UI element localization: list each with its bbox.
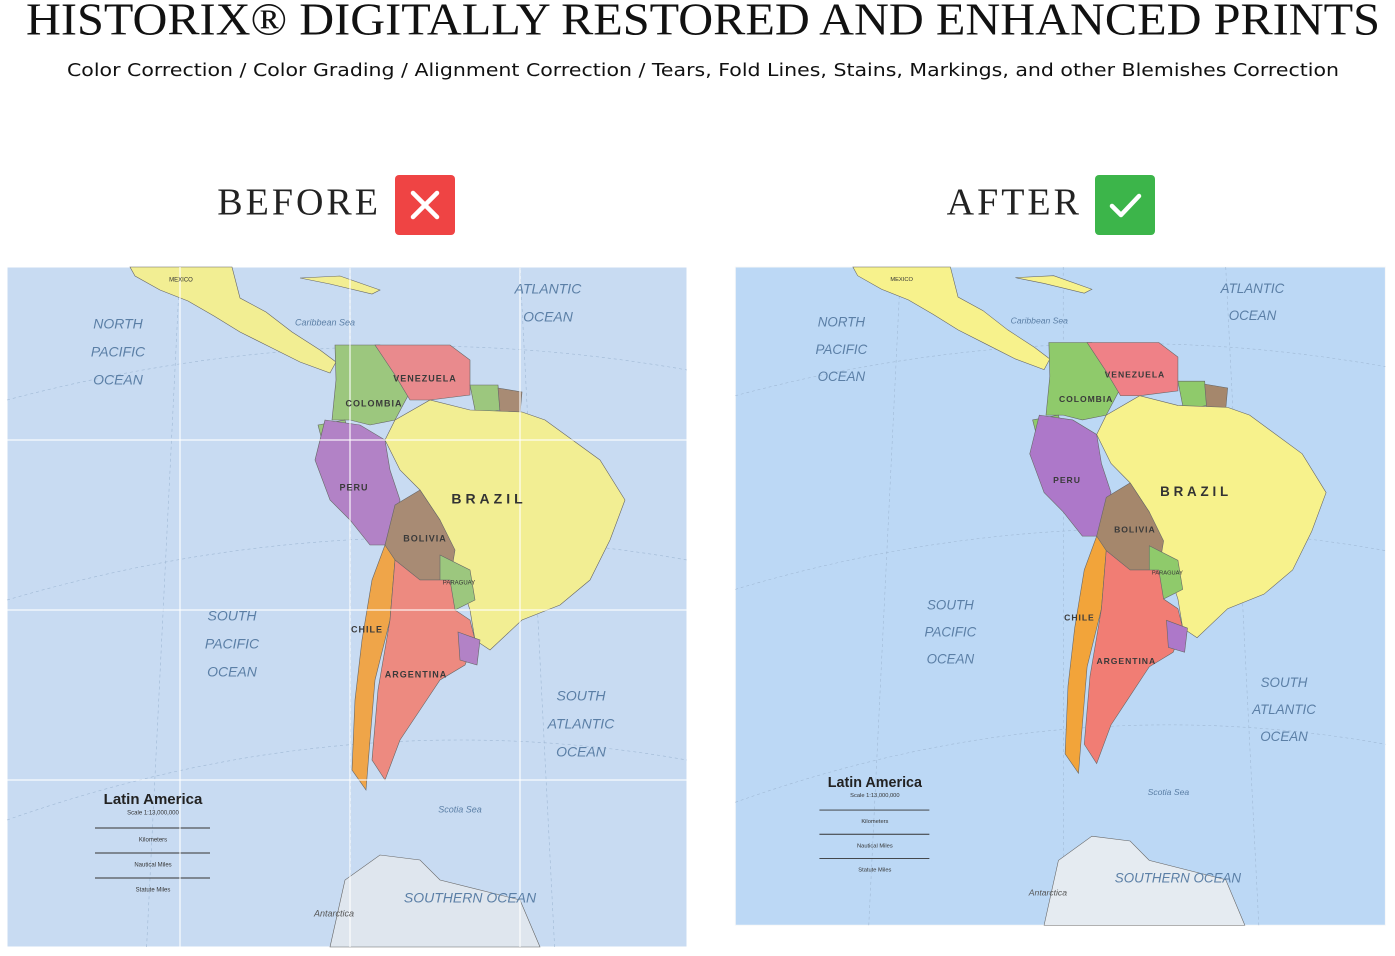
before-label: BEFORE	[217, 182, 381, 224]
country-suriname	[1204, 383, 1228, 410]
map-label: OCEAN	[523, 309, 574, 325]
map-label: ATLANTIC	[547, 716, 616, 732]
map-label: ATLANTIC	[1220, 281, 1285, 296]
after-badge	[1095, 175, 1155, 235]
country-argentina	[1083, 550, 1184, 765]
map-label: COLOMBIA	[346, 398, 403, 408]
map-label: OCEAN	[927, 652, 975, 667]
map-label: PACIFIC	[91, 344, 146, 360]
map-label: Caribbean Sea	[1011, 315, 1068, 325]
map-label: VENEZUELA	[393, 373, 457, 383]
map-background	[6, 266, 688, 948]
map-label: Scale 1:13,000,000	[850, 793, 899, 799]
before-badge	[395, 175, 455, 235]
map-label: SOUTHERN OCEAN	[1115, 870, 1242, 885]
country-suriname	[497, 387, 523, 415]
map-label: SOUTH	[208, 608, 258, 624]
map-label: MEXICO	[890, 277, 913, 283]
map-label: PACIFIC	[816, 342, 868, 357]
map-label: MEXICO	[169, 278, 193, 284]
map-label: Statute Miles	[136, 888, 171, 894]
map-label: PERU	[339, 482, 368, 492]
map-label: NORTH	[818, 315, 866, 330]
map-label: CHILE	[351, 624, 383, 634]
map-label: OCEAN	[1229, 308, 1277, 323]
country-argentina	[371, 559, 476, 781]
map-label: Nautical Miles	[857, 843, 893, 849]
country-mexico	[129, 266, 337, 374]
map-label: Scotia Sea	[1148, 787, 1190, 797]
country-uruguay	[457, 631, 481, 666]
map-label: Scotia Sea	[438, 804, 482, 814]
country-mexico	[852, 266, 1051, 370]
map-label: ARGENTINA	[1096, 656, 1156, 666]
map-label: PARAGUAY	[443, 581, 475, 587]
map-label: CHILE	[1064, 613, 1095, 623]
map-label: BOLIVIA	[403, 533, 447, 543]
title: HISTORIX® DIGITALLY RESTORED AND ENHANCE…	[26, 0, 1380, 45]
map-label: PERU	[1053, 475, 1081, 485]
map-label: Kilometers	[861, 819, 888, 825]
map-label: OCEAN	[556, 744, 607, 760]
map-label: PACIFIC	[925, 624, 977, 639]
map-label: Caribbean Sea	[295, 317, 355, 327]
map-label: COLOMBIA	[1059, 394, 1113, 404]
map-label: SOUTH	[1261, 675, 1308, 690]
country-uruguay	[1166, 619, 1188, 653]
map-label: BOLIVIA	[1114, 525, 1156, 535]
graticule	[1062, 266, 1065, 926]
graticule	[6, 739, 688, 821]
map-label: Scale 1:13,000,000	[127, 811, 179, 817]
map-label: OCEAN	[207, 664, 258, 680]
map-label: PARAGUAY	[1152, 570, 1183, 576]
graticule	[735, 724, 1386, 803]
map-label: ARGENTINA	[385, 669, 448, 679]
map-label: SOUTH	[927, 597, 974, 612]
country-antarctica	[1043, 835, 1246, 926]
map-label: SOUTH	[557, 688, 607, 704]
map-label: VENEZUELA	[1105, 370, 1166, 380]
map-label: Kilometers	[139, 838, 167, 844]
map-label: BRAZIL	[1160, 484, 1232, 499]
map-label: Nautical Miles	[134, 863, 171, 869]
country-cuba	[1015, 275, 1093, 294]
map-label: Statute Miles	[858, 868, 891, 874]
country-venezuela	[374, 344, 471, 401]
map-label: BRAZIL	[451, 491, 526, 507]
after-label: AFTER	[947, 182, 1082, 224]
map-label: Latin America	[104, 791, 203, 808]
country-venezuela	[1086, 342, 1179, 397]
map-label: OCEAN	[1260, 729, 1308, 744]
map-label: ATLANTIC	[1251, 702, 1316, 717]
map-before: MEXICO NORTH PACIFIC OCEAN ATLANTIC OCEAN Cari…	[6, 266, 688, 948]
map-label: Latin America	[828, 775, 923, 791]
country-cuba	[299, 275, 381, 295]
map-label: OCEAN	[818, 369, 866, 384]
map-label: Antarctica	[1028, 888, 1067, 898]
map-label: PACIFIC	[205, 636, 260, 652]
subtitle: Color Correction / Color Grading / Align…	[67, 60, 1339, 81]
map-after: MEXICO NORTH PACIFIC OCEAN ATLANTIC OCEAN Cari…	[734, 266, 1386, 926]
map-label: SOUTHERN OCEAN	[404, 890, 537, 906]
map-label: NORTH	[93, 316, 143, 332]
map-label: OCEAN	[93, 372, 144, 388]
map-label: Antarctica	[313, 908, 354, 918]
map-label: ATLANTIC	[514, 281, 583, 297]
